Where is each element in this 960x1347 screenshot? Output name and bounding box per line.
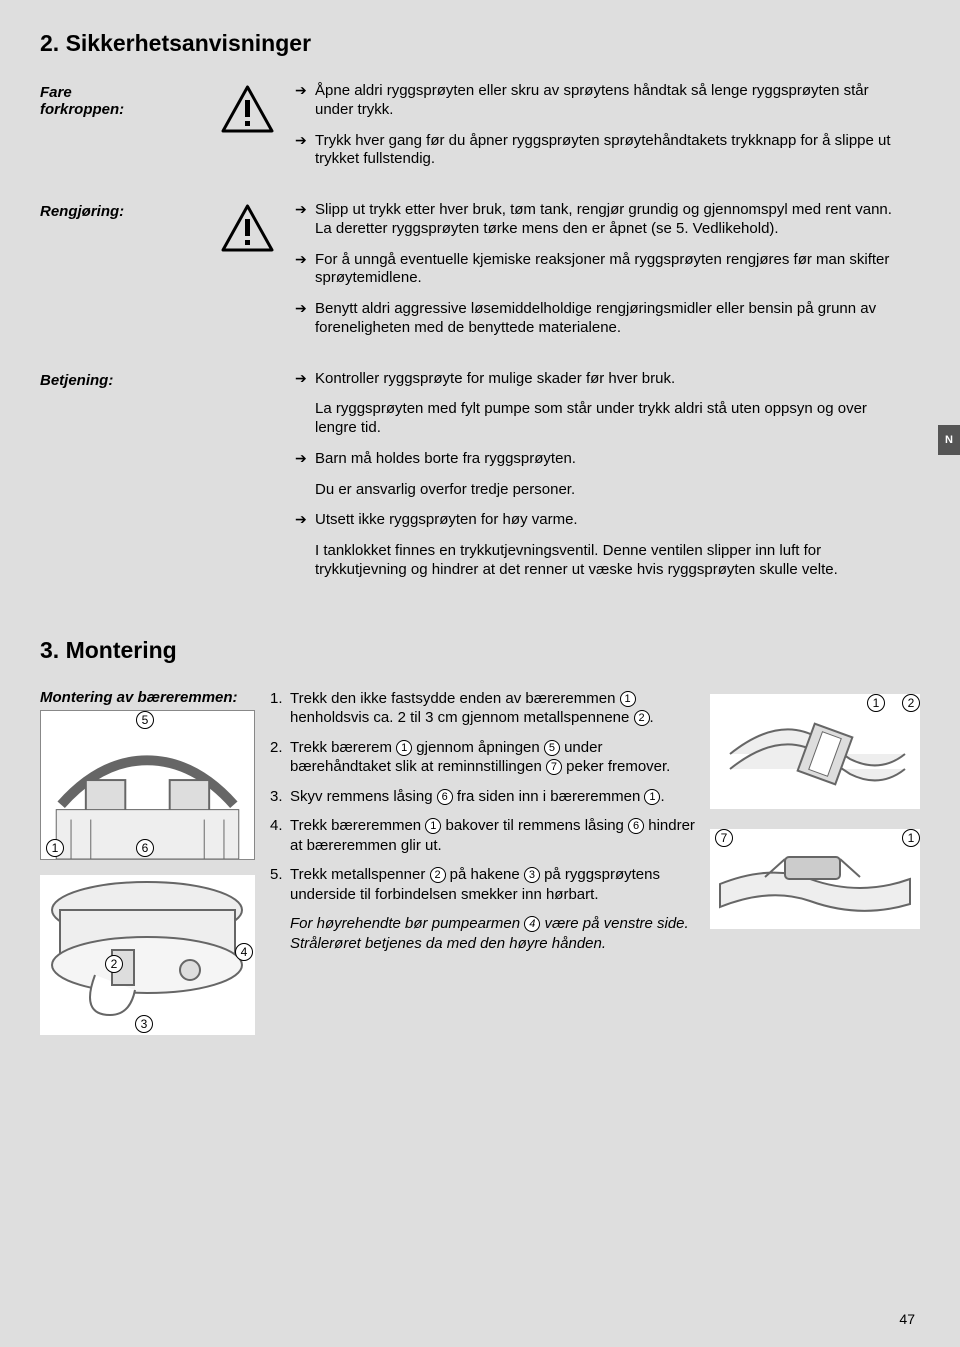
safety-paragraph: Benytt aldri aggressive løsemiddelholdig… (315, 300, 910, 338)
row-text-col: Kontroller ryggsprøyte for mulige skader… (295, 370, 920, 592)
step-number: 4. (270, 816, 283, 836)
circled-number: 6 (628, 818, 644, 834)
circled-number: 4 (524, 916, 540, 932)
row-text-col: Åpne aldri ryggsprøyten eller skru av sp… (295, 82, 920, 181)
callout-r1: 1 (867, 694, 885, 712)
circled-number: 1 (425, 818, 441, 834)
buckle-bottom-svg (710, 829, 920, 929)
circled-number: 1 (620, 691, 636, 707)
montering-steps-column: 1.Trekk den ikke fastsydde enden av bære… (270, 689, 695, 1035)
safety-paragraph: Kontroller ryggsprøyte for mulige skader… (315, 370, 910, 389)
page-number: 47 (899, 1311, 915, 1327)
safety-paragraph: Slipp ut trykk etter hver bruk, tøm tank… (315, 201, 910, 239)
safety-row: Rengjøring: Slipp ut trykk etter hver bru… (40, 201, 920, 350)
montering-sub-label: Montering av bæreremmen: (40, 689, 255, 706)
illustration-strap-top: 5 1 6 (40, 710, 255, 860)
circled-number: 3 (524, 867, 540, 883)
circled-number: 5 (544, 740, 560, 756)
safety-row: Fareforkroppen: Åpne aldri ryggsprøyten e… (40, 82, 920, 181)
safety-paragraph: Trykk hver gang før du åpner ryggsprøyte… (315, 132, 910, 170)
safety-paragraph: Utsett ikke ryggsprøyten for høy varme. (315, 511, 910, 530)
callout-2: 2 (105, 955, 123, 973)
section2-title: 2. Sikkerhetsanvisninger (40, 30, 920, 57)
callout-r7: 7 (715, 829, 733, 847)
circled-number: 7 (546, 759, 562, 775)
safety-paragraph: Barn må holdes borte fra ryggsprøyten. (315, 450, 910, 469)
circled-number: 6 (437, 789, 453, 805)
row-label: Betjening: (40, 370, 200, 592)
step-number: 1. (270, 689, 283, 709)
safety-paragraph: Du er ansvarlig overfor tredje personer. (315, 481, 910, 500)
safety-paragraph: Åpne aldri ryggsprøyten eller skru av sp… (315, 82, 910, 120)
circled-number: 2 (634, 710, 650, 726)
montering-left-column: Montering av bæreremmen: 5 1 6 (40, 689, 255, 1035)
step-item: 3.Skyv remmens låsing 6 fra siden inn i … (270, 787, 695, 807)
step-number: 2. (270, 738, 283, 758)
callout-5: 5 (136, 711, 154, 729)
row-label: Rengjøring: (40, 201, 200, 350)
row-icon-col (200, 82, 295, 181)
safety-paragraph: La ryggsprøyten med fylt pumpe som står … (315, 400, 910, 438)
safety-paragraph: For å unngå eventuelle kjemiske reaksjon… (315, 251, 910, 289)
step-number: 3. (270, 787, 283, 807)
row-label: Fareforkroppen: (40, 82, 200, 181)
step-item: 5.Trekk metallspenner 2 på hakene 3 på r… (270, 865, 695, 904)
buckle-top-svg (710, 694, 920, 809)
safety-paragraph: I tanklokket finnes en trykkutjevningsve… (315, 542, 910, 580)
montering-right-column: 1 2 7 1 (710, 689, 920, 1035)
side-language-tab: N (938, 425, 960, 455)
callout-r2: 2 (902, 694, 920, 712)
illustration-buckle-top: 1 2 (710, 694, 920, 809)
step-item: 2.Trekk bærerem 1 gjennom åpningen 5 und… (270, 738, 695, 777)
callout-3: 3 (135, 1015, 153, 1033)
illustration-buckle-bottom: 7 1 (710, 829, 920, 929)
circled-number: 1 (644, 789, 660, 805)
warning-icon (220, 84, 275, 134)
row-icon-col (200, 370, 295, 592)
row-text-col: Slipp ut trykk etter hver bruk, tøm tank… (295, 201, 920, 350)
step-item: 4.Trekk bæreremmen 1 bakover til remmens… (270, 816, 695, 855)
step-item: 1.Trekk den ikke fastsydde enden av bære… (270, 689, 695, 728)
montering-note: For høyrehendte bør pumpearmen 4 være på… (270, 914, 695, 953)
callout-4: 4 (235, 943, 253, 961)
illustration-strap-bottom: 2 3 4 (40, 875, 255, 1035)
warning-icon (220, 203, 275, 253)
safety-row: Betjening: Kontroller ryggsprøyte for mul… (40, 370, 920, 592)
callout-6: 6 (136, 839, 154, 857)
strap-top-svg (41, 711, 254, 859)
circled-number: 1 (396, 740, 412, 756)
callout-r1b: 1 (902, 829, 920, 847)
step-number: 5. (270, 865, 283, 885)
circled-number: 2 (430, 867, 446, 883)
strap-bottom-svg (40, 875, 255, 1035)
row-icon-col (200, 201, 295, 350)
section3-title: 3. Montering (40, 637, 920, 664)
callout-1: 1 (46, 839, 64, 857)
